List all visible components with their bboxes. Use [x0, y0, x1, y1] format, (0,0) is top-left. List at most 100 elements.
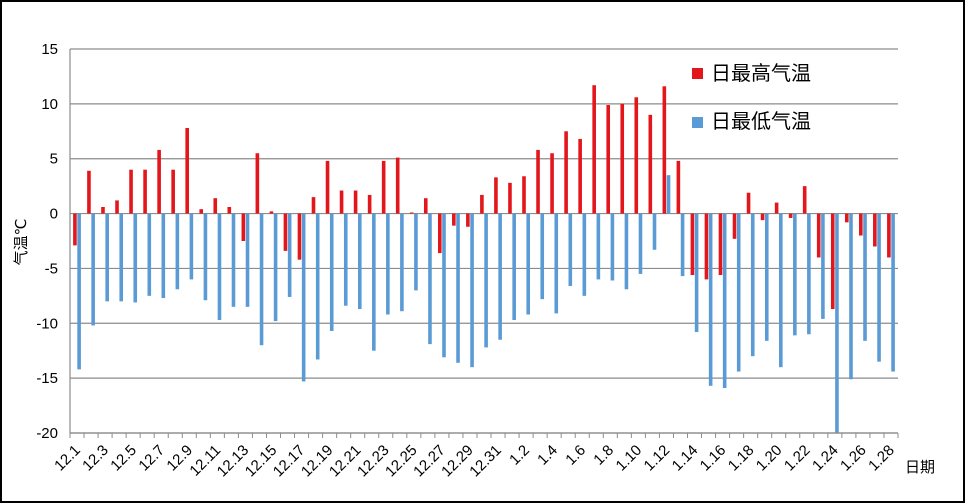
bar-min-temp-1.27 [877, 213, 881, 362]
x-tick-label: 1.22 [781, 442, 814, 475]
gridlines [70, 48, 898, 434]
bar-min-temp-1.28 [891, 213, 895, 372]
bar-min-temp-12.26 [428, 213, 432, 345]
bar-min-temp-1.2 [526, 213, 531, 315]
y-tick-label: 0 [50, 206, 58, 223]
x-tick-label: 1.8 [590, 442, 617, 469]
x-tick-label: 12.13 [214, 442, 253, 481]
legend: 日最高气温 日最低气温 [692, 61, 811, 133]
y-tick-label: -20 [36, 425, 58, 442]
x-tick-label: 12.15 [242, 442, 281, 481]
bar-min-temp-12.4 [119, 213, 124, 302]
bar-min-temp-1.14 [694, 213, 699, 333]
bar-min-temp-12.27 [442, 213, 446, 358]
bar-max-temp-1.7 [592, 85, 596, 214]
bar-min-temp-1.6 [582, 213, 587, 296]
bar-max-temp-12.17 [297, 213, 302, 260]
bar-min-temp-12.18 [315, 213, 320, 360]
bar-max-temp-1.8 [606, 104, 611, 214]
bar-min-temp-12.22 [372, 213, 376, 351]
x-tick-label: 12.29 [438, 442, 477, 481]
bar-min-temp-12.17 [301, 213, 306, 382]
bar-min-temp-1.16 [722, 213, 727, 389]
bar-max-temp-1.25 [844, 213, 849, 223]
bar-min-temp-12.24 [400, 213, 404, 312]
bar-min-temp-12.1 [77, 213, 81, 370]
x-tick-label: 1.26 [837, 442, 870, 475]
x-tick-label: 1.18 [725, 442, 758, 475]
bar-min-temp-1.22 [807, 213, 811, 335]
y-tick-labels: 15 10 5 0 -5 -10 -15 -20 [36, 41, 58, 442]
bar-max-temp-12.12 [227, 206, 232, 214]
y-axis-title: 气温℃ [12, 219, 30, 266]
bar-min-temp-12.16 [287, 213, 292, 297]
x-tick-label: 1.20 [753, 442, 786, 475]
bar-max-temp-12.23 [381, 160, 386, 214]
bar-min-temp-1.9 [624, 213, 629, 290]
bar-min-temp-12.30 [484, 213, 488, 348]
legend-swatch-max [692, 68, 703, 79]
bar-min-temp-1.17 [736, 213, 741, 372]
bar-max-temp-1.9 [620, 103, 625, 214]
bar-max-temp-1.24 [830, 213, 835, 310]
bar-min-temp-1.25 [849, 213, 853, 380]
bar-min-temp-12.5 [133, 213, 138, 303]
bar-max-temp-12.13 [241, 213, 246, 241]
bar-max-temp-12.6 [143, 169, 147, 214]
x-tick-label: 1.4 [534, 442, 561, 469]
bar-max-temp-12.8 [171, 169, 175, 214]
bar-max-temp-1.28 [887, 213, 891, 258]
legend-label-max: 日最高气温 [711, 61, 811, 85]
x-tick-label: 12.27 [410, 442, 449, 481]
bar-min-temp-12.13 [245, 213, 250, 307]
bar-max-temp-12.19 [325, 160, 330, 214]
bar-max-temp-1.11 [648, 114, 653, 214]
bar-min-temp-12.28 [456, 213, 460, 363]
bar-max-temp-12.25 [409, 212, 414, 214]
bar-max-temp-12.21 [353, 190, 358, 214]
bar-min-temp-12.23 [386, 213, 390, 315]
bar-max-temp-1.13 [676, 160, 681, 214]
bar-max-temp-12.2 [87, 170, 91, 214]
bar-min-temp-1.8 [610, 213, 615, 281]
bar-max-temp-1.14 [690, 213, 695, 276]
bar-max-temp-1.26 [859, 213, 863, 236]
bar-min-temp-1.18 [750, 213, 755, 357]
x-tick-label: 12.19 [298, 442, 337, 481]
x-tick-label: 1.16 [697, 442, 730, 475]
x-tick-label: 1.14 [669, 442, 702, 475]
bar-max-temp-12.10 [199, 209, 204, 214]
bar-max-temp-1.3 [536, 149, 540, 214]
bar-min-temp-12.20 [343, 213, 348, 306]
x-tick-label: 12.25 [382, 442, 421, 481]
bar-max-temp-12.11 [213, 198, 218, 214]
bar-min-temp-12.12 [231, 213, 236, 307]
bar-max-temp-1.5 [564, 131, 568, 214]
bar-min-temp-12.7 [161, 213, 166, 299]
x-tick-label: 12.5 [107, 442, 140, 475]
bar-max-temp-12.29 [466, 213, 470, 227]
bar-max-temp-12.5 [129, 169, 133, 214]
x-tick-label: 1.6 [562, 442, 589, 469]
bar-max-temp-1.18 [746, 192, 751, 214]
bar-min-temp-12.31 [498, 213, 502, 340]
bar-min-temp-1.5 [568, 213, 573, 286]
bar-min-temp-12.29 [470, 213, 474, 368]
bar-min-temp-1.21 [793, 213, 797, 336]
bar-min-temp-1.26 [863, 213, 867, 341]
x-tick-label: 1.28 [865, 442, 898, 475]
bar-max-temp-12.18 [311, 197, 316, 214]
bar-min-temp-1.11 [652, 213, 657, 250]
x-tick-label: 12.7 [135, 442, 168, 475]
y-tick-label: 15 [41, 41, 58, 58]
bar-min-temp-1.23 [821, 213, 825, 319]
x-tick-labels: 12.112.312.512.712.912.1112.1312.1512.17… [51, 442, 898, 481]
bar-min-temp-12.15 [273, 213, 278, 322]
bar-min-temp-1.1 [512, 213, 516, 320]
bar-max-temp-1.23 [816, 213, 821, 258]
bar-max-temp-1.12 [662, 86, 667, 214]
x-tick-label: 1.10 [613, 442, 646, 475]
y-tick-label: 5 [50, 151, 58, 168]
bar-min-temp-12.21 [357, 213, 362, 310]
